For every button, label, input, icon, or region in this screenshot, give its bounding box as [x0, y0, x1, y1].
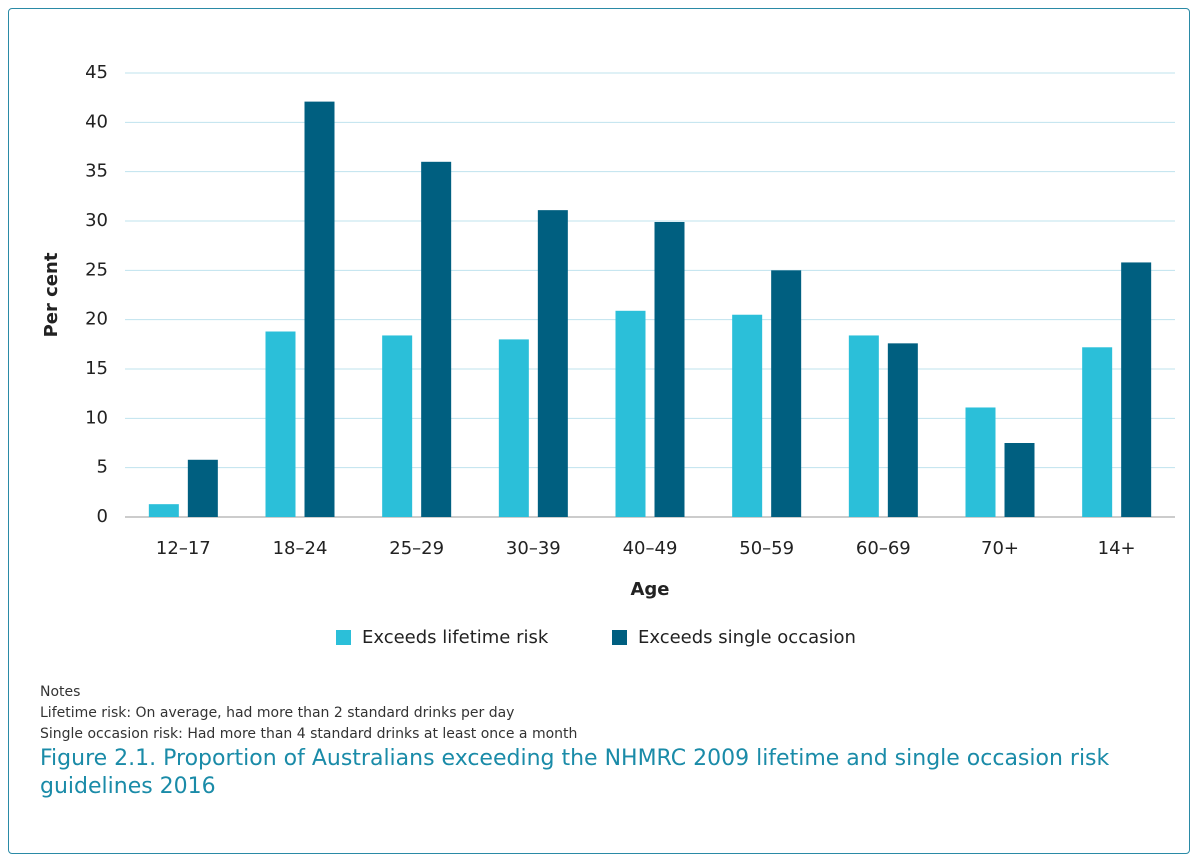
y-tick-label: 45: [85, 62, 108, 83]
bar: [537, 210, 568, 517]
bar: [382, 335, 413, 517]
bar: [771, 270, 802, 517]
bar: [187, 459, 218, 517]
y-tick-label: 25: [85, 259, 108, 280]
bar: [654, 221, 685, 517]
y-tick-label: 30: [85, 210, 108, 231]
legend-swatch: [612, 630, 627, 645]
note-line: Lifetime risk: On average, had more than…: [40, 705, 515, 721]
chart: Per cent Age 0 5 10 15 20 25 30 35 40 45 12–17 18–2…: [41, 62, 1175, 648]
x-tick-label: 40–49: [623, 538, 678, 559]
y-tick-label: 0: [97, 506, 108, 527]
bar: [265, 331, 296, 517]
x-tick-label: 12–17: [156, 538, 211, 559]
legend-label: Exceeds lifetime risk: [362, 627, 549, 648]
bar: [732, 314, 763, 517]
bar: [1082, 347, 1113, 517]
bar: [304, 101, 335, 517]
caption: Figure 2.1. Proportion of Australians ex…: [40, 746, 1110, 799]
x-tick-label: 50–59: [739, 538, 794, 559]
bar: [887, 343, 918, 517]
bar: [965, 407, 996, 517]
x-axis-label: Age: [630, 579, 669, 600]
x-tick-label: 14+: [1098, 538, 1136, 559]
notes: Notes Lifetime risk: On average, had mor…: [40, 682, 577, 745]
frame: [8, 8, 1190, 854]
bar: [1004, 443, 1035, 517]
bar: [498, 339, 529, 517]
notes-heading: Notes: [40, 684, 81, 700]
y-tick-label: 40: [85, 111, 108, 132]
x-tick-label: 18–24: [273, 538, 328, 559]
legend-label: Exceeds single occasion: [638, 627, 856, 648]
bar: [615, 310, 646, 517]
bar: [421, 161, 452, 518]
note-line: Single occasion risk: Had more than 4 st…: [40, 726, 578, 742]
x-tick-label: 70+: [981, 538, 1019, 559]
y-tick-label: 5: [97, 457, 108, 478]
y-tick-label: 20: [85, 309, 108, 330]
x-tick-label: 60–69: [856, 538, 911, 559]
bar: [148, 504, 179, 517]
x-tick-label: 30–39: [506, 538, 561, 559]
x-tick-label: 25–29: [389, 538, 444, 559]
y-tick-label: 15: [85, 358, 108, 379]
bar: [848, 335, 879, 517]
y-axis-label: Per cent: [41, 252, 62, 337]
y-tick-label: 10: [85, 407, 108, 428]
y-tick-label: 35: [85, 161, 108, 182]
legend-swatch: [336, 630, 351, 645]
bar: [1121, 262, 1152, 517]
